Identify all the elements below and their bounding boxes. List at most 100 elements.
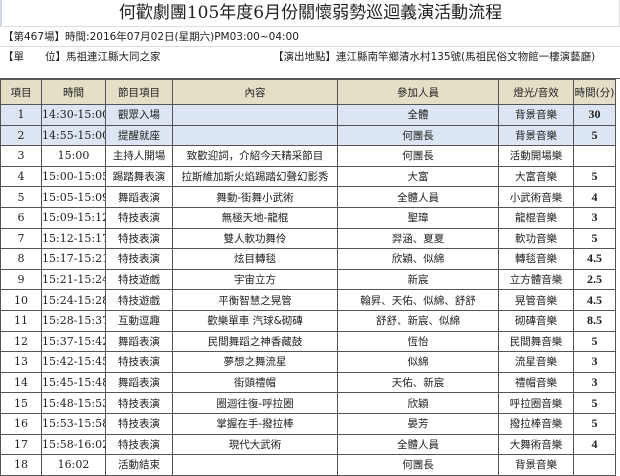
cell-col-program: 互動逗趣 — [105, 309, 173, 332]
cell-col-content: 雙人軟功舞伶 — [172, 227, 338, 250]
cell-col-item: 3 — [0, 145, 42, 167]
cell-col-content: 致歡迎詞，介紹今天精采節目 — [172, 145, 338, 167]
cell-col-time: 15:45-15:48 — [41, 371, 106, 394]
cell-col-time: 15:09-15:12 — [41, 206, 106, 229]
header-col-light-sound: 燈光/音效 — [498, 79, 574, 105]
cell-col-participants: 似綿 — [337, 351, 499, 373]
table-row: 9 15:21-15:24 特技遊戲 宇宙立方 新宸 立方體音樂 2.5 — [0, 268, 616, 291]
cell-col-item: 5 — [0, 186, 42, 208]
cell-col-light-sound: 禮帽音樂 — [498, 371, 574, 394]
cell-col-participants: 全體人員 — [337, 186, 499, 208]
cell-col-item: 11 — [0, 309, 42, 332]
cell-col-item: 14 — [0, 371, 42, 394]
cell-col-minutes: 3 — [573, 371, 616, 394]
cell-col-time: 15:00-15:05 — [41, 165, 106, 188]
cell-col-item: 17 — [0, 433, 42, 456]
cell-col-item: 1 — [0, 104, 42, 126]
cell-col-program: 舞蹈表演 — [105, 186, 173, 208]
header-col-content: 內容 — [172, 79, 338, 105]
cell-col-content — [172, 454, 338, 476]
cell-col-participants: 新宸 — [337, 268, 499, 291]
table-row: 4 15:00-15:05 踢踏舞表演 拉斯維加斯火焰踢踏幻聲幻影秀 大富 大富音樂 5 — [0, 165, 616, 188]
cell-col-program: 特技表演 — [105, 351, 173, 373]
cell-col-participants: 何團長 — [337, 145, 499, 167]
cell-col-participants: 何團長 — [337, 124, 499, 147]
cell-col-time: 15:05-15:09 — [41, 186, 106, 208]
cell-col-content: 掌握在手-撥拉棒 — [172, 412, 338, 435]
cell-col-program: 活動結束 — [105, 454, 173, 476]
cell-col-light-sound: 流星音樂 — [498, 351, 574, 373]
cell-col-minutes: 4.5 — [573, 289, 616, 311]
cell-col-time: 15:12-15:17 — [41, 227, 106, 250]
cell-col-content — [172, 104, 338, 126]
cell-col-light-sound: 小武術音樂 — [498, 186, 574, 208]
cell-col-content: 平衡智慧之晃管 — [172, 289, 338, 311]
cell-col-content: 街頭禮帽 — [172, 371, 338, 394]
cell-col-minutes: 3 — [573, 206, 616, 229]
cell-col-minutes: 8.5 — [573, 309, 616, 332]
table-row: 1 14:30-15:00 觀眾入場 全體 背景音樂 30 — [0, 104, 616, 126]
venue-info: 【演出地點】連江縣南竿鄉清水村135號(馬祖民俗文物館一樓演藝廳) — [273, 51, 596, 63]
cell-col-participants: 恆怡 — [337, 330, 499, 353]
cell-col-light-sound: 砌磚音樂 — [498, 309, 574, 332]
cell-col-item: 8 — [0, 248, 42, 270]
cell-col-participants: 全體人員 — [337, 433, 499, 456]
cell-col-program: 特技表演 — [105, 206, 173, 229]
header-col-item: 項目 — [0, 79, 42, 105]
cell-col-item: 2 — [0, 124, 42, 147]
cell-col-participants: 欣穎、似綿 — [337, 248, 499, 270]
cell-col-item: 9 — [0, 268, 42, 291]
cell-col-content: 舞動-街舞小武術 — [172, 186, 338, 208]
cell-col-participants: 全體 — [337, 104, 499, 126]
cell-col-light-sound: 晃管音樂 — [498, 289, 574, 311]
table-header: 項目 時間 節目項目 內容 參加人員 燈光/音效 時間(分) — [0, 79, 616, 105]
cell-col-minutes: 5 — [573, 165, 616, 188]
cell-col-participants: 天佑、新宸 — [337, 371, 499, 394]
cell-col-content: 無極天地-龍棍 — [172, 206, 338, 229]
cell-col-content: 現代大武術 — [172, 433, 338, 456]
cell-col-light-sound: 轉毯音樂 — [498, 248, 574, 270]
cell-col-program: 特技表演 — [105, 412, 173, 435]
cell-col-program: 觀眾入場 — [105, 104, 173, 126]
cell-col-item: 13 — [0, 351, 42, 373]
cell-col-light-sound: 龍棍音樂 — [498, 206, 574, 229]
page-title: 何歡劇團105年度6月份關懷弱勢巡迴義演活動流程 — [0, 0, 620, 27]
cell-col-light-sound: 背景音樂 — [498, 454, 574, 476]
cell-col-time: 16:02 — [41, 454, 106, 476]
table-row: 14 15:45-15:48 舞蹈表演 街頭禮帽 天佑、新宸 禮帽音樂 3 — [0, 371, 616, 394]
cell-col-participants: 大富 — [337, 165, 499, 188]
cell-col-light-sound: 背景音樂 — [498, 124, 574, 147]
cell-col-time: 14:55-15:00 — [41, 124, 106, 147]
cell-col-participants: 翰昇、天佑、似綿、舒舒 — [337, 289, 499, 311]
table-row: 10 15:24-15:28 特技遊戲 平衡智慧之晃管 翰昇、天佑、似綿、舒舒 晃管音樂 4… — [0, 289, 616, 311]
header-col-program: 節目項目 — [105, 79, 173, 105]
table-row: 5 15:05-15:09 舞蹈表演 舞動-街舞小武術 全體人員 小武術音樂 4 — [0, 186, 616, 208]
table-row: 6 15:09-15:12 特技表演 無極天地-龍棍 聖瑋 龍棍音樂 3 — [0, 206, 616, 229]
cell-col-content: 圈迴往復-呼拉圈 — [172, 392, 338, 414]
cell-col-participants: 舒舒、新宸、似綿 — [337, 309, 499, 332]
table-row: 7 15:12-15:17 特技表演 雙人軟功舞伶 羿涵、夏夏 軟功音樂 5 — [0, 227, 616, 250]
cell-col-program: 舞蹈表演 — [105, 371, 173, 394]
cell-col-light-sound: 撥拉棒音樂 — [498, 412, 574, 435]
table-row: 17 15:58-16:02 特技表演 現代大武術 全體人員 大舞術音樂 4 — [0, 433, 616, 456]
table-row: 13 15:42-15:45 特技表演 夢想之舞流星 似綿 流星音樂 3 — [0, 351, 616, 373]
table-row: 12 15:37-15:42 舞蹈表演 民間舞蹈之神香藏鼓 恆怡 民間舞音樂 5 — [0, 330, 616, 353]
cell-col-minutes: 5 — [573, 124, 616, 147]
cell-col-time: 15:28-15:37 — [41, 309, 106, 332]
cell-col-item: 10 — [0, 289, 42, 311]
cell-col-time: 15:00 — [41, 145, 106, 167]
cell-col-program: 舞蹈表演 — [105, 330, 173, 353]
cell-col-light-sound: 背景音樂 — [498, 104, 574, 126]
cell-col-program: 提醒就座 — [105, 124, 173, 147]
cell-col-minutes: 30 — [573, 104, 616, 126]
session-info: 【第467場】時間:2016年07月02日(星期六)PM03:00~04:00 — [0, 27, 620, 47]
header-col-minutes: 時間(分) — [573, 79, 616, 105]
table-row: 11 15:28-15:37 互動逗趣 歡樂單車 汽球&砌磚 舒舒、新宸、似綿 砌磚音樂 8… — [0, 309, 616, 332]
cell-col-content — [172, 124, 338, 147]
cell-col-minutes: 4 — [573, 186, 616, 208]
cell-col-content: 民間舞蹈之神香藏鼓 — [172, 330, 338, 353]
cell-col-light-sound: 立方體音樂 — [498, 268, 574, 291]
cell-col-program: 特技表演 — [105, 392, 173, 414]
cell-col-light-sound: 民間舞音樂 — [498, 330, 574, 353]
table-row: 2 14:55-15:00 提醒就座 何團長 背景音樂 5 — [0, 124, 616, 147]
